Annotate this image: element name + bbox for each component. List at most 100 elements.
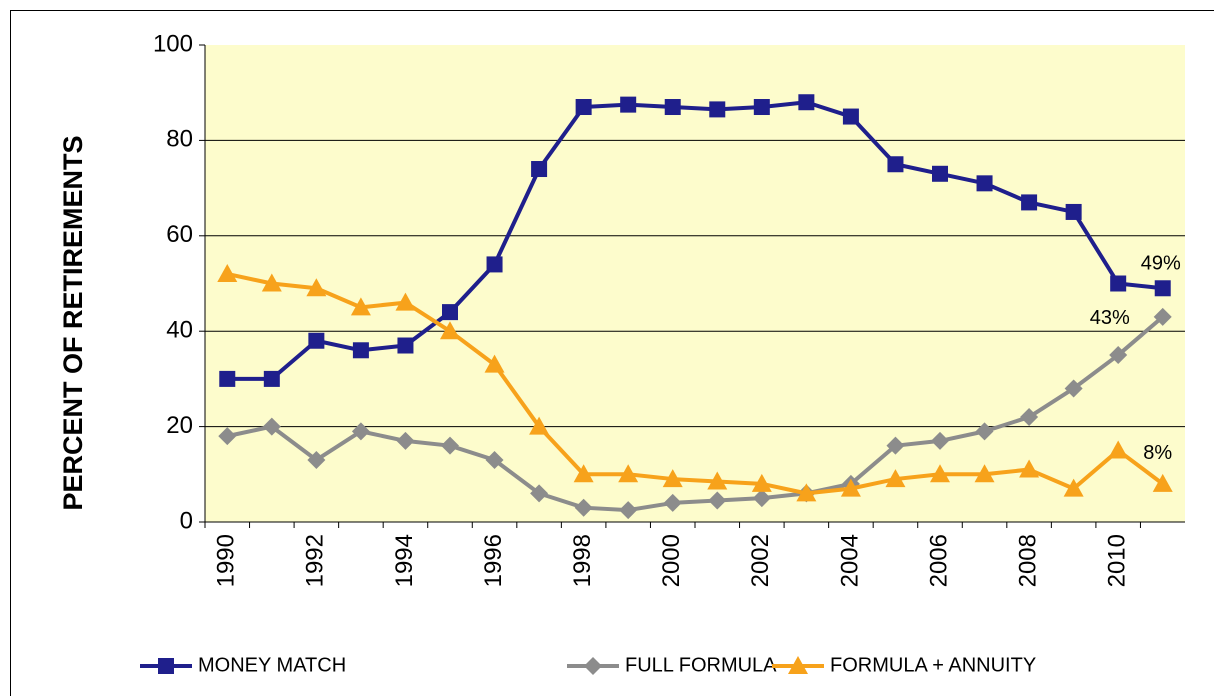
marker: [574, 498, 593, 517]
marker: [529, 416, 550, 435]
marker: [1108, 440, 1129, 459]
marker: [261, 273, 282, 292]
x-tick-label: 1996: [480, 534, 507, 587]
y-tick-label: 40: [166, 317, 193, 344]
marker: [1065, 203, 1082, 220]
marker: [441, 436, 459, 455]
marker: [1063, 478, 1084, 497]
marker: [663, 493, 682, 512]
marker: [796, 483, 817, 502]
legend-entry: MONEY MATCH: [140, 654, 346, 676]
marker: [218, 427, 237, 446]
marker: [219, 370, 236, 387]
y-tick-label: 20: [166, 412, 193, 439]
marker: [485, 450, 504, 469]
marker: [974, 464, 995, 483]
marker: [788, 656, 808, 674]
marker: [442, 304, 458, 321]
value-label: 49%: [1141, 253, 1181, 275]
marker: [217, 263, 238, 282]
marker: [752, 489, 771, 508]
value-label: 43%: [1090, 307, 1130, 329]
marker: [886, 436, 905, 455]
marker: [584, 657, 602, 675]
marker: [798, 94, 815, 111]
marker: [708, 491, 727, 510]
y-tick-label: 80: [166, 126, 193, 153]
marker: [1110, 275, 1127, 292]
series-line: [226, 272, 1164, 496]
marker: [1154, 280, 1171, 297]
marker: [618, 464, 639, 483]
x-tick-label: 2006: [925, 534, 952, 587]
marker: [397, 337, 414, 354]
marker: [664, 99, 681, 116]
marker: [484, 354, 505, 373]
x-tick-label: 1992: [302, 534, 329, 587]
y-tick-label: 60: [166, 221, 193, 248]
x-tick-label: 2010: [1104, 534, 1131, 587]
marker: [486, 256, 503, 273]
marker: [840, 478, 861, 497]
marker: [1152, 473, 1173, 492]
marker: [1153, 307, 1172, 326]
x-tick-label: 1990: [213, 534, 240, 587]
marker: [707, 471, 728, 490]
marker: [263, 370, 280, 387]
y-tick-label: 0: [180, 507, 193, 534]
marker: [262, 417, 281, 436]
marker: [573, 464, 594, 483]
legend-entry: FULL FORMULA: [567, 654, 777, 676]
marker: [350, 297, 371, 316]
x-tick-label: 2004: [836, 534, 863, 587]
x-tick-label: 1998: [569, 534, 596, 587]
marker: [395, 292, 416, 311]
marker: [976, 175, 993, 192]
y-tick-label: 100: [153, 30, 193, 57]
marker: [440, 321, 460, 340]
y-axis-label: PERCENT OF RETIREMENTS: [58, 135, 88, 510]
x-tick-label: 2000: [658, 534, 685, 587]
marker: [662, 469, 683, 488]
frame: [10, 10, 1214, 696]
marker: [351, 422, 370, 441]
marker: [619, 501, 638, 520]
marker: [1109, 346, 1128, 365]
value-label: 8%: [1143, 442, 1172, 464]
marker: [575, 99, 592, 116]
legend-label: FULL FORMULA: [625, 654, 777, 676]
marker: [530, 484, 549, 503]
marker: [1020, 408, 1039, 427]
marker: [930, 464, 950, 483]
x-tick-label: 1994: [391, 534, 418, 587]
marker: [158, 658, 174, 674]
plot-area: [205, 45, 1185, 522]
marker: [932, 165, 948, 182]
marker: [842, 108, 859, 125]
marker: [709, 101, 726, 118]
marker: [753, 99, 770, 116]
marker: [751, 473, 772, 492]
series-line: [227, 100, 1163, 381]
marker: [308, 332, 325, 349]
legend-label: MONEY MATCH: [198, 654, 346, 676]
legend-label: FORMULA + ANNUITY: [830, 654, 1036, 676]
marker: [1019, 459, 1040, 478]
marker: [396, 431, 415, 450]
marker: [307, 450, 326, 469]
marker: [887, 156, 904, 173]
marker: [620, 96, 637, 113]
marker: [885, 469, 906, 488]
marker: [1064, 379, 1083, 398]
x-tick-label: 2002: [747, 534, 774, 587]
marker: [975, 422, 994, 441]
marker: [1021, 194, 1038, 211]
marker: [352, 342, 369, 359]
series-line: [226, 315, 1165, 513]
marker: [306, 278, 327, 297]
legend-entry: FORMULA + ANNUITY: [772, 654, 1036, 676]
marker: [531, 161, 548, 178]
marker: [931, 431, 949, 450]
x-tick-label: 2008: [1014, 534, 1041, 587]
